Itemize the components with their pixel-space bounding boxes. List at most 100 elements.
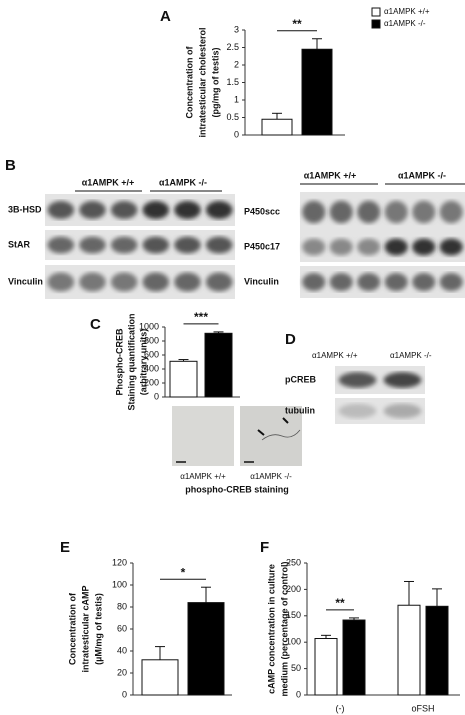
y-axis-label: (µM/mg of testis) <box>93 593 103 665</box>
row-label: P450c17 <box>244 241 280 251</box>
y-tick-label: 200 <box>286 584 301 594</box>
group-label: α1AMPK +/+ <box>82 177 135 187</box>
legend-swatch <box>371 19 381 29</box>
group-label: α1AMPK +/+ <box>312 351 358 360</box>
blot-band <box>79 236 106 254</box>
blot-band <box>302 238 326 256</box>
blot-band <box>47 272 75 292</box>
blot-band <box>110 201 138 219</box>
legend-label: α1AMPK +/+ <box>384 7 430 16</box>
group-label: α1AMPK -/- <box>390 351 432 360</box>
y-tick-label: 1 <box>234 94 239 104</box>
y-tick-label: 20 <box>117 667 127 677</box>
y-tick-label: 150 <box>286 610 301 620</box>
blot-band <box>79 272 106 292</box>
blot-band <box>174 272 201 292</box>
blot-band <box>142 201 170 219</box>
blot-band <box>357 273 381 291</box>
legend-label: α1AMPK -/- <box>384 19 426 28</box>
blot-band <box>174 236 201 254</box>
bar <box>425 605 449 696</box>
y-axis-label: (arbitrary units) <box>138 329 148 396</box>
row-label: P450scc <box>244 206 280 216</box>
x-tick-label: (-) <box>336 703 345 713</box>
y-axis-label: Phospho-CREB <box>114 328 124 395</box>
y-tick-label: 1.5 <box>226 77 239 87</box>
y-axis-label: intratesticular cAMP <box>80 585 90 672</box>
blot-band <box>47 236 75 254</box>
bar <box>397 604 421 696</box>
y-axis-label: intratesticular cholesterol <box>197 27 207 137</box>
blot-band <box>110 236 138 254</box>
panel-letter: F <box>260 539 269 556</box>
bar <box>342 619 366 696</box>
arrow <box>257 417 289 436</box>
panel-letter: A <box>160 8 171 25</box>
y-tick-label: 120 <box>112 557 127 567</box>
blot-band <box>142 236 170 254</box>
bar <box>141 659 179 696</box>
y-tick-label: 2 <box>234 59 239 69</box>
blot-band <box>357 238 381 256</box>
bar <box>169 360 198 398</box>
blot-band <box>384 273 408 291</box>
y-tick-label: 0 <box>122 689 127 699</box>
blot-band <box>302 273 326 291</box>
y-tick-label: 100 <box>112 579 127 589</box>
blot <box>45 265 235 299</box>
y-tick-label: 0 <box>234 129 239 139</box>
bar <box>301 48 333 136</box>
panel-letter: E <box>60 539 70 556</box>
panel-letter: C <box>90 316 101 333</box>
y-tick-label: 0 <box>154 391 159 401</box>
blot-band <box>205 272 233 292</box>
blot-band <box>412 273 436 291</box>
row-label: tubulin <box>285 405 315 415</box>
bar <box>314 638 338 696</box>
y-axis-label: medium (percentage of control) <box>279 561 289 696</box>
blot-band <box>110 272 138 292</box>
blot-band <box>383 372 422 388</box>
blot-band <box>174 201 201 219</box>
micrograph <box>172 406 234 466</box>
group-label: α1AMPK -/- <box>398 170 446 180</box>
legend-swatch <box>371 7 381 17</box>
row-label: 3B-HSD <box>8 204 42 214</box>
micrograph <box>240 406 302 466</box>
y-axis-label: cAMP concentration in culture <box>266 564 276 694</box>
row-label: Vinculin <box>8 276 43 286</box>
y-tick-label: 80 <box>117 601 127 611</box>
bar <box>261 118 293 136</box>
image-caption: phospho-CREB staining <box>185 484 289 494</box>
y-tick-label: 1000 <box>139 321 159 331</box>
y-axis-label: Concentration of <box>67 592 77 665</box>
group-label: α1AMPK -/- <box>159 177 207 187</box>
image-label: α1AMPK +/+ <box>180 472 226 481</box>
y-axis-label: Staining quantification <box>126 314 136 411</box>
blot-band <box>384 200 408 224</box>
significance: *** <box>194 310 208 324</box>
blot <box>45 194 235 226</box>
blot <box>300 232 465 262</box>
blot-band <box>384 238 408 256</box>
image-label: α1AMPK -/- <box>250 472 292 481</box>
y-tick-label: 250 <box>286 557 301 567</box>
blot-band <box>142 272 170 292</box>
row-label: Vinculin <box>244 276 279 286</box>
blot-band <box>205 201 233 219</box>
bar <box>187 602 225 696</box>
y-tick-label: 600 <box>144 349 159 359</box>
panel-letter: D <box>285 331 296 348</box>
blot-band <box>412 200 436 224</box>
blot-band <box>302 200 326 224</box>
y-tick-label: 0 <box>296 689 301 699</box>
blot-band <box>357 200 381 224</box>
y-tick-label: 2.5 <box>226 42 239 52</box>
blot-band <box>338 403 377 419</box>
y-axis-label: Concentration of <box>184 46 194 119</box>
significance: ** <box>292 17 302 31</box>
blot-band <box>329 200 353 224</box>
blot-band <box>439 200 463 224</box>
blot-band <box>79 201 106 219</box>
stain <box>261 429 301 441</box>
